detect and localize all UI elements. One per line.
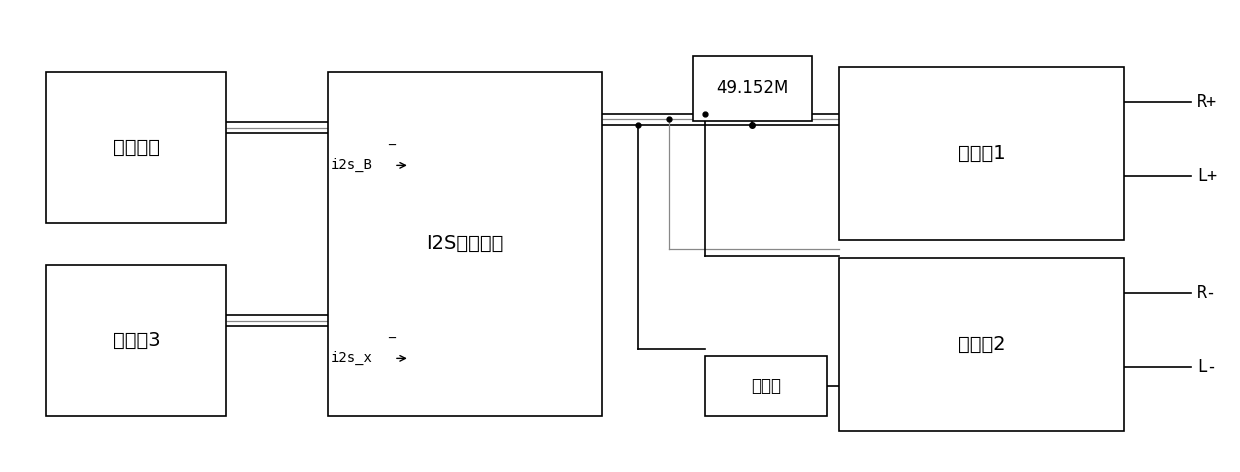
Bar	[46, 265, 226, 416]
Text: L-: L-	[1198, 358, 1218, 376]
Text: i2s_x: i2s_x	[331, 351, 373, 365]
Text: I2S选择开关: I2S选择开关	[427, 234, 503, 253]
Text: 49.152M: 49.152M	[717, 79, 789, 98]
Bar	[46, 72, 226, 223]
Text: i2s_B: i2s_B	[331, 158, 373, 172]
Bar	[329, 72, 601, 416]
Text: 解码器3: 解码器3	[113, 331, 160, 350]
Bar	[693, 56, 812, 121]
Bar	[838, 67, 1125, 240]
Text: 解码器2: 解码器2	[957, 335, 1006, 354]
Text: ‾: ‾	[388, 145, 394, 159]
Text: 蓝牙芯片: 蓝牙芯片	[113, 138, 160, 157]
Text: L+: L+	[1198, 168, 1218, 185]
Text: 解码器1: 解码器1	[957, 144, 1006, 163]
Bar	[706, 356, 827, 416]
Text: R-: R-	[1198, 284, 1218, 302]
Text: 反相器: 反相器	[751, 377, 781, 395]
Bar	[838, 258, 1125, 431]
Text: ‾: ‾	[388, 337, 394, 352]
Text: R+: R+	[1198, 93, 1218, 111]
